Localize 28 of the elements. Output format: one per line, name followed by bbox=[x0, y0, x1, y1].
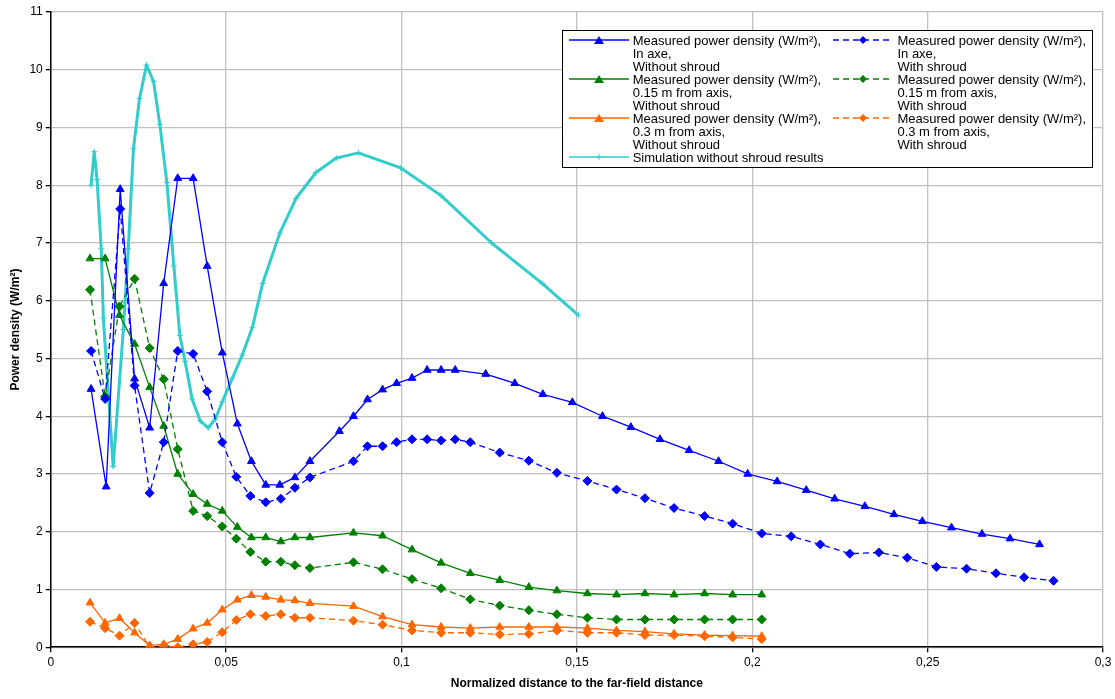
y-tick-label: 5 bbox=[36, 350, 44, 365]
y-tick-label: 4 bbox=[36, 408, 44, 423]
legend-label: Measured power density (W/m²), 0.15 m from axis, Without shroud bbox=[632, 72, 822, 113]
legend-label: Measured power density (W/m²), In axe, With shroud bbox=[897, 33, 1086, 74]
x-tick-label: 0,15 bbox=[565, 654, 589, 669]
y-tick-label: 1 bbox=[36, 581, 44, 596]
y-tick-label: 8 bbox=[36, 177, 44, 192]
legend-label: Measured power density (W/m²), In axe, Without shroud bbox=[632, 33, 822, 74]
y-axis-title: Power density (W/m²) bbox=[7, 268, 22, 391]
legend-label: Simulation without shroud results bbox=[632, 150, 824, 165]
x-tick-label: 0,25 bbox=[915, 654, 940, 669]
legend-label: Measured power density (W/m²), 0.15 m from axis, With shroud bbox=[897, 72, 1086, 113]
y-tick-label: 2 bbox=[36, 524, 44, 539]
x-tick-label: 0,2 bbox=[743, 654, 761, 669]
y-tick-label: 3 bbox=[36, 466, 44, 481]
x-tick-label: 0,05 bbox=[214, 654, 239, 669]
y-tick-label: 11 bbox=[30, 4, 44, 19]
legend-label: Measured power density (W/m²), 0.3 m from axis, Without shroud bbox=[632, 111, 822, 152]
x-tick-label: 0,3 bbox=[1094, 654, 1112, 669]
x-tick-label: 0 bbox=[47, 654, 55, 669]
x-tick-label: 0,1 bbox=[393, 654, 411, 669]
y-tick-label: 7 bbox=[36, 235, 44, 250]
y-tick-label: 0 bbox=[36, 639, 44, 654]
y-tick-label: 10 bbox=[29, 62, 44, 77]
legend-label: Measured power density (W/m²), 0.3 m from axis, With shroud bbox=[897, 111, 1086, 152]
x-axis-title: Normalized distance to the far-field distance bbox=[450, 676, 704, 691]
y-tick-label: 6 bbox=[36, 293, 44, 308]
y-tick-label: 9 bbox=[36, 119, 44, 134]
